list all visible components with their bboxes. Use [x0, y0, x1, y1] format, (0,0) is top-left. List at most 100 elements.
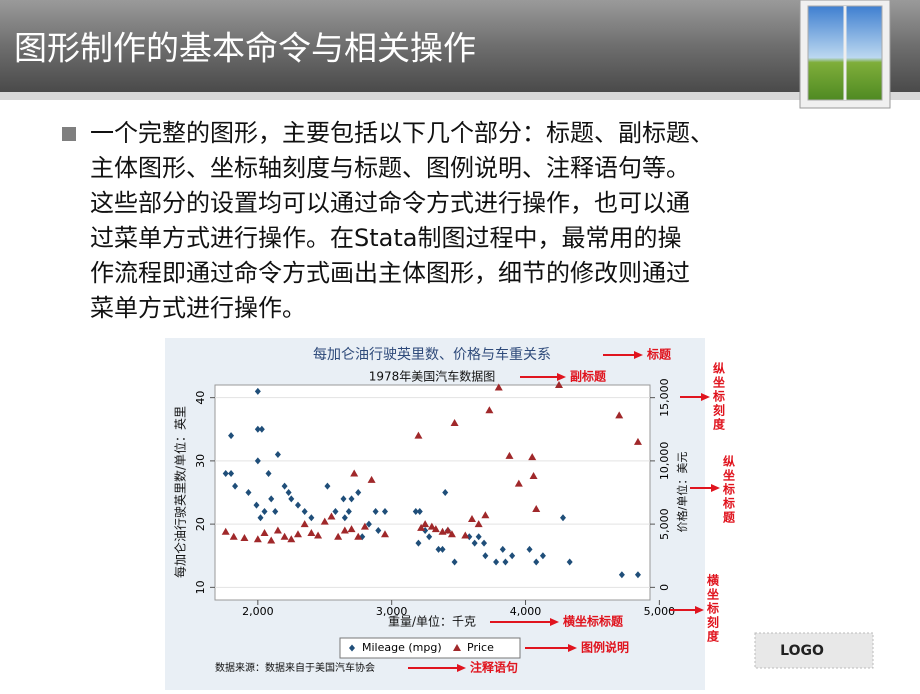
- point: [307, 528, 316, 536]
- point: [415, 539, 422, 547]
- point: [447, 530, 456, 538]
- point: [618, 571, 625, 579]
- point: [341, 514, 348, 522]
- y2-tick-label: 5,000: [658, 508, 671, 540]
- point: [355, 489, 362, 496]
- point: [450, 418, 459, 426]
- point: [354, 532, 363, 540]
- point: [268, 495, 275, 503]
- point: [348, 495, 355, 503]
- point: [287, 535, 296, 543]
- annotation-arrowhead: [701, 393, 710, 401]
- y-axis-title: 每加仑油行驶英里数/单位：英里: [173, 406, 188, 578]
- point: [340, 495, 347, 503]
- point: [539, 552, 546, 560]
- x-axis-title: 重量/单位：千克: [388, 614, 476, 629]
- point: [281, 482, 288, 490]
- point: [421, 520, 430, 528]
- y2-tick-label: 10,000: [658, 442, 671, 481]
- annotation-arrowhead: [457, 664, 466, 672]
- point: [240, 534, 249, 542]
- annotation-arrowhead: [634, 351, 643, 359]
- point: [417, 523, 426, 531]
- point: [221, 527, 230, 535]
- annotation: 横坐标标题: [563, 614, 624, 629]
- point: [509, 552, 516, 560]
- body-line: 一个完整的图形，主要包括以下几个部分：标题、副标题、: [90, 119, 714, 147]
- body-line: 这些部分的设置均可以通过命令方式进行操作，也可以通: [90, 189, 690, 217]
- point: [442, 489, 449, 496]
- point: [228, 470, 235, 478]
- point: [499, 545, 506, 553]
- point: [254, 457, 261, 465]
- annotation: 纵坐标标题: [722, 454, 736, 525]
- annotation: 标题: [646, 347, 672, 362]
- point: [367, 475, 376, 483]
- y-tick-label: 10: [194, 580, 207, 594]
- point: [533, 558, 540, 566]
- y-tick-label: 40: [194, 391, 207, 405]
- point: [222, 470, 229, 478]
- y2-tick-label: 0: [658, 584, 671, 591]
- slide-title: 图形制作的基本命令与相关操作: [14, 29, 476, 68]
- annotation: 图例说明: [581, 640, 629, 655]
- point: [380, 530, 389, 538]
- point: [461, 531, 470, 539]
- point: [345, 507, 352, 515]
- plot-area: [214, 384, 651, 601]
- point: [267, 536, 276, 544]
- legend-label: Mileage (mpg): [362, 641, 442, 654]
- body-line: 主体图形、坐标轴刻度与标题、图例说明、注释语句等。: [90, 154, 690, 182]
- point: [365, 520, 372, 528]
- point: [229, 532, 238, 540]
- point: [254, 425, 261, 433]
- point: [466, 533, 473, 541]
- point: [293, 530, 302, 538]
- point: [260, 528, 269, 536]
- point: [482, 552, 489, 560]
- point: [253, 501, 260, 509]
- point: [280, 532, 289, 540]
- point: [435, 545, 442, 553]
- legend-marker: [453, 644, 461, 651]
- annotation-arrowhead: [711, 484, 720, 492]
- point: [475, 533, 482, 541]
- bullet: [62, 127, 76, 141]
- point: [427, 522, 436, 530]
- point: [375, 526, 382, 534]
- point: [528, 453, 537, 461]
- point: [301, 507, 308, 515]
- x-tick-label: 5,000: [644, 605, 676, 618]
- point: [300, 520, 309, 528]
- point: [615, 411, 624, 419]
- header-rule: [0, 92, 920, 100]
- x-tick-label: 2,000: [242, 605, 274, 618]
- point: [285, 489, 292, 496]
- point: [471, 539, 478, 547]
- point: [633, 437, 642, 445]
- point: [502, 558, 509, 566]
- point: [514, 479, 523, 487]
- annotation: 副标题: [570, 369, 607, 384]
- y2-tick-label: 15,000: [658, 378, 671, 417]
- y-tick-label: 30: [194, 454, 207, 468]
- point: [314, 531, 323, 539]
- point: [257, 514, 264, 522]
- logo-box: [754, 632, 874, 669]
- point: [254, 387, 261, 395]
- point: [426, 533, 433, 541]
- point: [493, 558, 500, 566]
- point: [634, 571, 641, 579]
- point: [412, 507, 419, 515]
- annotation-arrowhead: [550, 618, 559, 626]
- annotation: 横坐标刻度: [706, 573, 720, 644]
- point: [431, 525, 440, 533]
- chart-title: 每加仑油行驶英里数、价格与车重关系: [313, 346, 551, 363]
- y-tick-label: 20: [194, 517, 207, 531]
- point: [308, 514, 315, 522]
- point: [439, 545, 446, 553]
- body-line: 作流程即通过命令方式画出主体图形，细节的修改则通过: [90, 259, 690, 287]
- point: [228, 432, 235, 440]
- point: [334, 532, 343, 540]
